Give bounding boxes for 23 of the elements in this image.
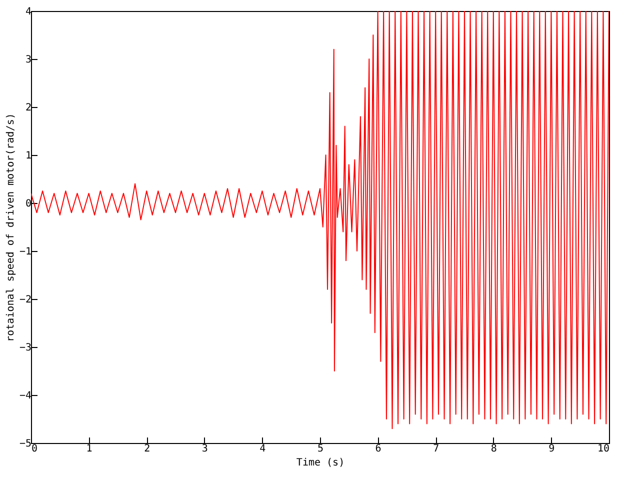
y-tick-label: 0 [25, 198, 32, 210]
y-tick-label: −3 [19, 342, 32, 354]
y-tick-label: −1 [19, 246, 32, 258]
y-tick-label: 4 [25, 6, 32, 18]
x-tick-label: 9 [548, 444, 555, 454]
x-tick-label: 10 [597, 444, 610, 454]
y-tick-label: −5 [19, 438, 32, 450]
x-tick-label: 8 [490, 444, 497, 454]
x-tick-label: 3 [202, 444, 208, 454]
x-tick-label: 6 [375, 444, 382, 454]
x-tick-label: 2 [144, 444, 150, 454]
x-tick-label: 7 [433, 444, 440, 454]
y-tick-label: −4 [19, 390, 32, 402]
x-tick-label: 5 [317, 444, 324, 454]
line-series [31, 11, 609, 430]
y-tick-label: 2 [25, 102, 32, 114]
y-tick-label: 3 [25, 54, 32, 66]
y-tick-label: −2 [19, 294, 32, 306]
y-axis-title: rotaional speed of driven motor(rad/s) [5, 113, 16, 342]
x-tick-label: 1 [86, 444, 92, 454]
y-tick-label: 1 [25, 150, 32, 162]
x-tick-label: 4 [260, 444, 266, 454]
x-axis-title: Time (s) [296, 458, 345, 468]
